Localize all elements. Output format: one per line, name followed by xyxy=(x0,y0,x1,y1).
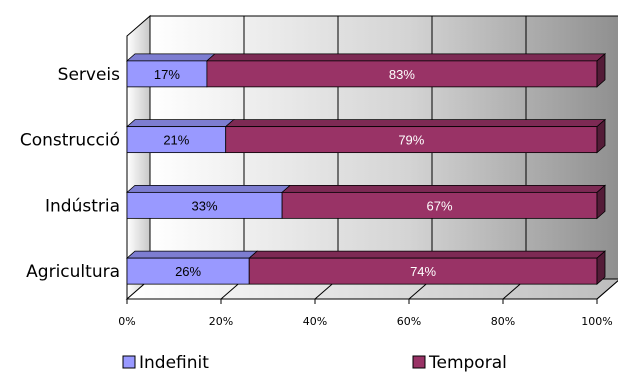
legend-item: Temporal xyxy=(412,353,507,373)
data-label: 83% xyxy=(389,67,415,82)
bar-side xyxy=(596,250,606,286)
data-label: 74% xyxy=(410,264,436,279)
bar-top xyxy=(205,53,607,62)
bar-temporal-construcció xyxy=(224,118,607,154)
data-label: 26% xyxy=(175,264,201,279)
category-label: Construcció xyxy=(20,131,120,151)
bar-front xyxy=(126,191,283,219)
bar-top xyxy=(125,119,235,128)
bar-top xyxy=(125,184,292,193)
bar-side xyxy=(596,118,606,154)
x-tick-label: 0% xyxy=(118,315,135,328)
bar-front xyxy=(225,126,598,154)
bar-top xyxy=(224,119,607,128)
x-tick-label: 80% xyxy=(491,315,515,328)
legend-swatch xyxy=(412,355,426,369)
bar-front xyxy=(126,126,227,154)
bar-indefinit-indústria xyxy=(125,184,292,219)
bar-side xyxy=(596,184,606,220)
bar-temporal-serveis xyxy=(205,52,607,88)
bar-temporal-indústria xyxy=(281,184,607,220)
category-label: Serveis xyxy=(58,65,120,85)
bar-front xyxy=(126,60,208,88)
x-tick-label: 60% xyxy=(397,315,421,328)
legend-label: Indefinit xyxy=(139,353,209,373)
bar-front xyxy=(206,60,598,88)
legend-item: Indefinit xyxy=(122,353,209,373)
data-label: 17% xyxy=(154,67,180,82)
data-label: 33% xyxy=(192,198,218,213)
x-tick-label: 20% xyxy=(209,315,233,328)
bar-top xyxy=(248,250,607,259)
bar-side xyxy=(596,52,606,88)
legend-swatch xyxy=(122,355,136,369)
data-label: 79% xyxy=(398,133,424,148)
floor-gridline xyxy=(596,280,618,300)
x-tick-label: 40% xyxy=(303,315,327,328)
bar-front xyxy=(248,257,598,285)
bar-front xyxy=(126,257,250,285)
legend-label: Temporal xyxy=(428,353,507,373)
category-label: Agricultura xyxy=(26,262,120,282)
category-label: Indústria xyxy=(45,196,120,216)
bar-indefinit-construcció xyxy=(125,119,235,154)
bar-top xyxy=(281,184,607,193)
bar-top xyxy=(125,250,259,259)
data-label: 21% xyxy=(163,133,189,148)
data-label: 67% xyxy=(427,198,453,213)
bar-front xyxy=(281,191,598,219)
x-tick-label: 100% xyxy=(581,315,612,328)
bar-top xyxy=(125,53,216,62)
bar-temporal-agricultura xyxy=(248,250,607,286)
